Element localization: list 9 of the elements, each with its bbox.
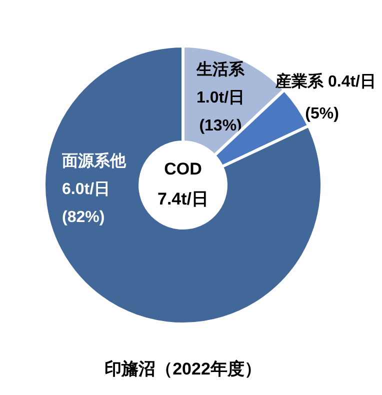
- text: 印旛沼（2022年度）: [104, 359, 262, 378]
- slice-label: 生活系 1.0t/日: [196, 60, 246, 106]
- data-label: (13%): [199, 117, 242, 134]
- slice-label: 面源系他 6.0t/日: [61, 152, 127, 198]
- data-label: (5%): [305, 106, 339, 123]
- slice-label: 産業系 0.4t/日: [274, 72, 376, 91]
- text: COD: [164, 159, 202, 178]
- data-label: (82%): [62, 209, 105, 226]
- text: 7.4t/日: [157, 189, 209, 208]
